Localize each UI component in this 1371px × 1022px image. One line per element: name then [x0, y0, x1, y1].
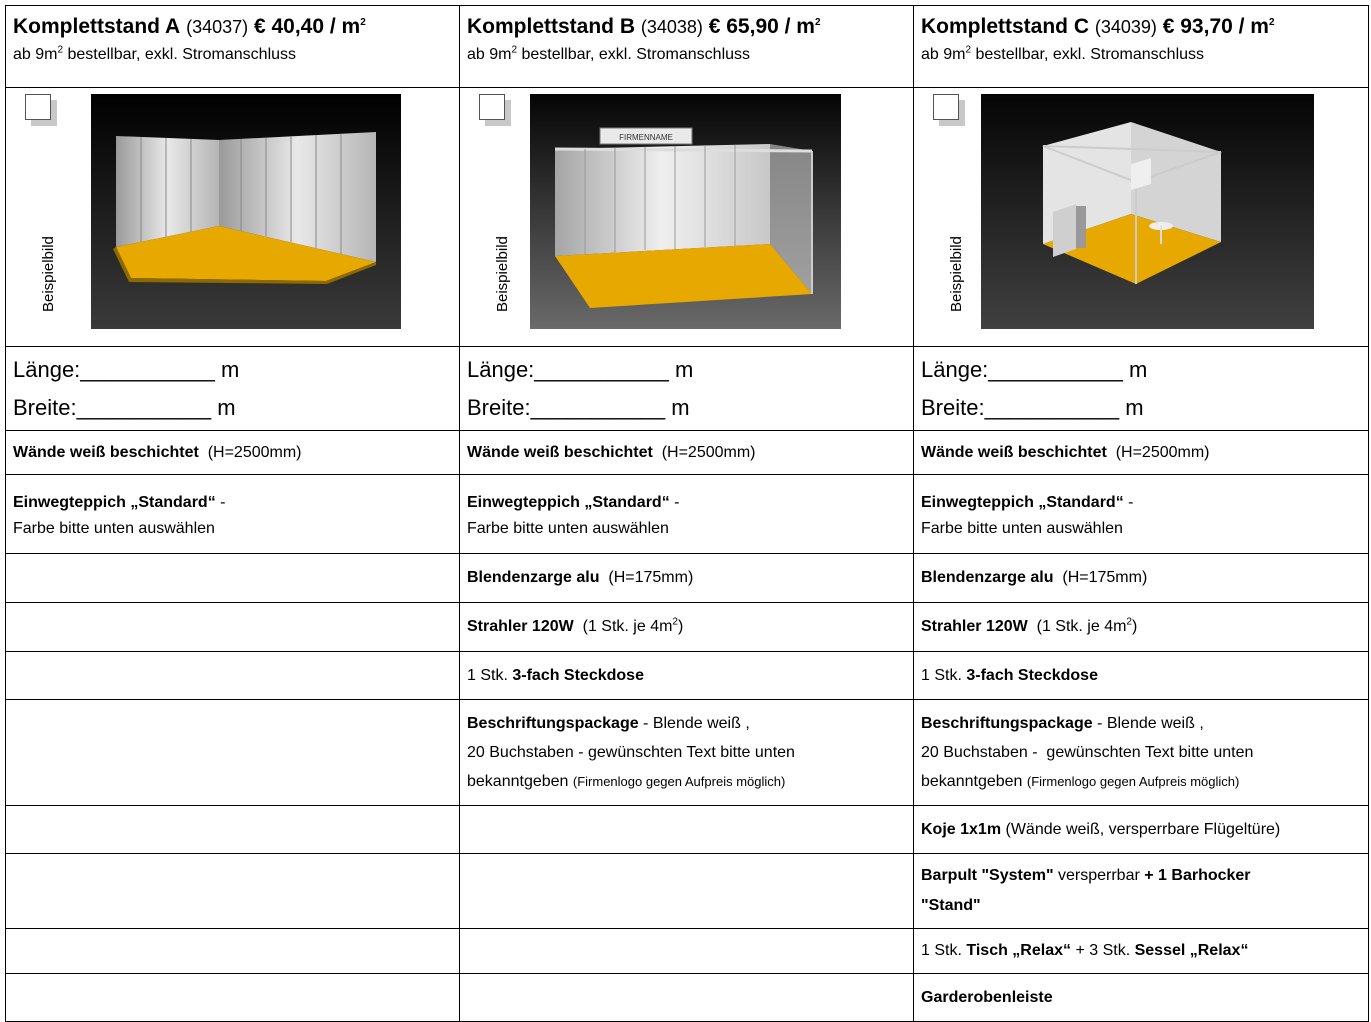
stand-b-sign-text: FIRMENNAME: [619, 133, 673, 142]
strahler-row: Strahler 120W (1 Stk. je 4m2) Strahler 1…: [5, 602, 1369, 652]
dimension-cell-c: Länge:___________ m Breite:___________ m: [913, 346, 1369, 431]
steckdose-cell-a: [5, 651, 460, 700]
koje-cell-c: Koje 1x1m (Wände weiß, versperrbare Flüg…: [913, 805, 1369, 854]
image-cell-a: Beispielbild: [5, 87, 460, 347]
barpult-cell-c: Barpult "System" versperrbar + 1 Barhock…: [913, 853, 1369, 929]
garderobe-cell-a: [5, 973, 460, 1022]
koje-row: Koje 1x1m (Wände weiß, versperrbare Flüg…: [5, 805, 1369, 854]
barpult-cell-b: [459, 853, 914, 929]
stand-b-image-label: Beispielbild: [494, 236, 511, 312]
strahler-cell-b: Strahler 120W (1 Stk. je 4m2): [459, 602, 914, 652]
walls-row: Wände weiß beschichtet (H=2500mm) Wände …: [5, 430, 1369, 475]
stand-c-laenge[interactable]: Länge:___________ m: [921, 356, 1148, 382]
koje-cell-a: [5, 805, 460, 854]
garderobe-cell-c: Garderobenleiste: [913, 973, 1369, 1022]
koje-cell-b: [459, 805, 914, 854]
beschriftung-row: Beschriftungspackage - Blende weiß , 20 …: [5, 699, 1369, 806]
stand-c-checkbox[interactable]: [933, 94, 959, 120]
stand-a-subtitle: ab 9m2 bestellbar, exkl. Stromanschluss: [13, 44, 297, 63]
beschriftung-cell-a: [5, 699, 460, 806]
walls-cell-c: Wände weiß beschichtet (H=2500mm): [913, 430, 1369, 475]
walls-cell-b: Wände weiß beschichtet (H=2500mm): [459, 430, 914, 475]
blende-row: Blendenzarge alu (H=175mm) Blendenzarge …: [5, 553, 1369, 603]
steckdose-cell-b: 1 Stk. 3-fach Steckdose: [459, 651, 914, 700]
stand-b-image: FIRMENNAME: [530, 94, 841, 329]
stand-a-image-label: Beispielbild: [40, 236, 57, 312]
steckdose-row: 1 Stk. 3-fach Steckdose 1 Stk. 3-fach St…: [5, 651, 1369, 700]
barpult-row: Barpult "System" versperrbar + 1 Barhock…: [5, 853, 1369, 929]
header-cell-b: Komplettstand B (34038) € 65,90 / m2 ab …: [459, 5, 914, 88]
image-row: Beispielbild: [5, 87, 1369, 347]
stand-b-subtitle: ab 9m2 bestellbar, exkl. Stromanschluss: [467, 44, 751, 63]
tisch-cell-b: [459, 928, 914, 974]
stand-b-breite[interactable]: Breite:___________ m: [467, 394, 690, 420]
stand-a-title: Komplettstand A (34037) € 40,40 / m2: [13, 15, 366, 38]
stand-b-checkbox[interactable]: [479, 94, 505, 120]
stand-a-image: [91, 94, 401, 329]
beschriftung-cell-b: Beschriftungspackage - Blende weiß , 20 …: [459, 699, 914, 806]
dimension-row: Länge:___________ m Breite:___________ m…: [5, 346, 1369, 431]
stand-c-breite[interactable]: Breite:___________ m: [921, 394, 1144, 420]
stand-a-breite[interactable]: Breite:___________ m: [13, 394, 236, 420]
tisch-cell-a: [5, 928, 460, 974]
barpult-cell-a: [5, 853, 460, 929]
image-cell-c: Beispielbild: [913, 87, 1369, 347]
blende-cell-a: [5, 553, 460, 603]
header-row: Komplettstand A (34037) € 40,40 / m2 ab …: [5, 5, 1369, 88]
steckdose-cell-c: 1 Stk. 3-fach Steckdose: [913, 651, 1369, 700]
header-cell-c: Komplettstand C (34039) € 93,70 / m2 ab …: [913, 5, 1369, 88]
garderobe-cell-b: [459, 973, 914, 1022]
blende-cell-c: Blendenzarge alu (H=175mm): [913, 553, 1369, 603]
dimension-cell-a: Länge:___________ m Breite:___________ m: [5, 346, 460, 431]
stand-c-image: [981, 94, 1314, 329]
tisch-cell-c: 1 Stk. Tisch „Relax“ + 3 Stk. Sessel „Re…: [913, 928, 1369, 974]
stand-c-image-label: Beispielbild: [948, 236, 965, 312]
stand-b-title: Komplettstand B (34038) € 65,90 / m2: [467, 15, 821, 38]
strahler-cell-a: [5, 602, 460, 652]
stand-a-laenge[interactable]: Länge:___________ m: [13, 356, 240, 382]
strahler-cell-c: Strahler 120W (1 Stk. je 4m2): [913, 602, 1369, 652]
carpet-cell-c: Einwegteppich „Standard“ - Farbe bitte un…: [913, 474, 1369, 554]
stand-comparison-table: Komplettstand A (34037) € 40,40 / m2 ab …: [5, 5, 1369, 1022]
stand-b-laenge[interactable]: Länge:___________ m: [467, 356, 694, 382]
header-cell-a: Komplettstand A (34037) € 40,40 / m2 ab …: [5, 5, 460, 88]
stand-c-title: Komplettstand C (34039) € 93,70 / m2: [921, 15, 1275, 38]
image-cell-b: Beispielbild FIRMENNAME: [459, 87, 914, 347]
blende-cell-b: Blendenzarge alu (H=175mm): [459, 553, 914, 603]
carpet-cell-b: Einwegteppich „Standard“ - Farbe bitte un…: [459, 474, 914, 554]
carpet-cell-a: Einwegteppich „Standard“ - Farbe bitte un…: [5, 474, 460, 554]
dimension-cell-b: Länge:___________ m Breite:___________ m: [459, 346, 914, 431]
stand-c-subtitle: ab 9m2 bestellbar, exkl. Stromanschluss: [921, 44, 1205, 63]
stand-a-checkbox[interactable]: [25, 94, 51, 120]
beschriftung-cell-c: Beschriftungspackage - Blende weiß , 20 …: [913, 699, 1369, 806]
carpet-row: Einwegteppich „Standard“ - Farbe bitte un…: [5, 474, 1369, 554]
tisch-row: 1 Stk. Tisch „Relax“ + 3 Stk. Sessel „Re…: [5, 928, 1369, 974]
garderobe-row: Garderobenleiste: [5, 973, 1369, 1022]
walls-cell-a: Wände weiß beschichtet (H=2500mm): [5, 430, 460, 475]
